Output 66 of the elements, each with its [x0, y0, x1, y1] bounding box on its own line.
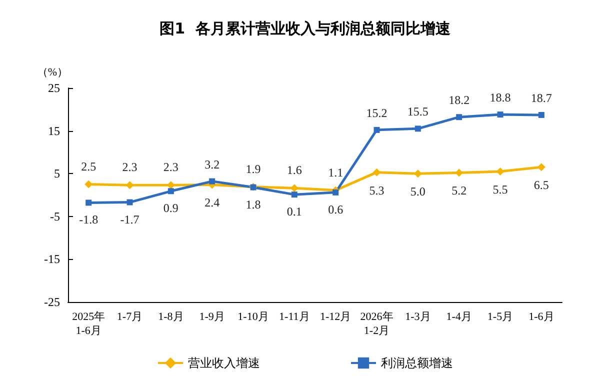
point	[290, 184, 298, 192]
point	[414, 126, 421, 132]
data-label: 1.6	[286, 163, 302, 178]
y-tick-label: 15	[48, 124, 60, 138]
x-tick-label: 1-3月	[405, 311, 431, 323]
point	[332, 189, 339, 196]
x-tick-label: 1-4月	[446, 311, 472, 323]
y-tick-label: 5	[54, 166, 60, 181]
data-label: 5.2	[452, 184, 467, 198]
x-tick-label: 1-7月	[116, 311, 143, 323]
data-label: 1.1	[328, 165, 344, 180]
x-tick-label: 1-11月	[279, 311, 310, 323]
point	[455, 168, 464, 177]
y-tick-label: -25	[44, 295, 60, 309]
data-label: 15.5	[407, 104, 428, 119]
point	[496, 167, 504, 176]
data-label: 1.8	[246, 197, 261, 212]
x-tick-label: 1-9月	[199, 311, 225, 323]
point	[537, 163, 546, 172]
legend-label: 利润总额增速	[381, 356, 453, 370]
y-axis-title: （%）	[36, 66, 68, 78]
data-label: 1.9	[246, 162, 261, 176]
point	[456, 114, 462, 120]
chart-title: 图1 各月累计营业收入与利润总额同比增速	[160, 20, 452, 38]
data-label: 18.2	[448, 93, 470, 108]
point	[414, 170, 422, 178]
data-label: 0.1	[286, 204, 302, 219]
point	[372, 168, 381, 176]
point	[126, 199, 133, 206]
x-tick-label: 2026年 1-2月	[360, 311, 394, 337]
point	[497, 112, 504, 118]
point	[374, 126, 380, 133]
data-label: 5.0	[410, 184, 426, 199]
y-tick-label: -15	[44, 252, 60, 266]
data-label: 2.3	[122, 160, 138, 174]
data-label: -1.7	[120, 212, 140, 226]
point	[538, 112, 544, 118]
x-tick-label: 1-12月	[320, 311, 352, 323]
point	[291, 192, 298, 198]
data-label: 2.4	[204, 196, 220, 210]
data-label: 18.8	[490, 90, 511, 105]
data-label: 2.3	[163, 160, 178, 174]
x-tick-label: 1-6月	[528, 311, 554, 323]
data-label: 2.5	[81, 159, 96, 174]
data-label: 0.6	[328, 202, 344, 216]
data-label: 18.7	[530, 90, 552, 105]
point	[168, 188, 174, 194]
data-label: 0.9	[163, 201, 178, 216]
data-label: 3.2	[204, 157, 220, 172]
x-tick-label: 1-8月	[158, 311, 184, 323]
x-tick-label: 1-10月	[238, 311, 269, 323]
data-label: 6.5	[534, 178, 549, 192]
data-label: -1.8	[79, 212, 98, 227]
legend-label: 营业收入增速	[188, 356, 260, 370]
point	[86, 200, 92, 206]
data-label: 5.5	[492, 182, 508, 196]
y-tick-label: -5	[50, 209, 60, 224]
x-tick-label: 1-5月	[487, 311, 514, 323]
point	[209, 178, 216, 184]
data-label: 5.3	[369, 183, 384, 198]
point	[166, 181, 175, 190]
x-tick-label: 2025年 1-6月	[72, 311, 106, 337]
data-label: 15.2	[366, 106, 388, 120]
point	[126, 181, 134, 190]
y-tick-label: 25	[48, 81, 60, 95]
point	[84, 180, 93, 188]
